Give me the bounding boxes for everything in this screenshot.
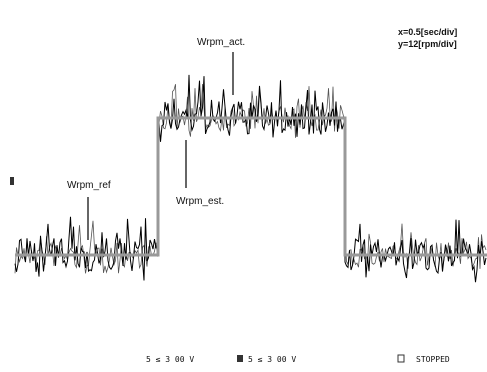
y-scale: y=12[rpm/div] xyxy=(398,39,457,49)
state-icon xyxy=(398,355,404,362)
channel-1: 5 ≤ 3 00 V xyxy=(146,355,194,364)
channel-icon xyxy=(237,355,243,362)
marker xyxy=(10,177,14,185)
oscilloscope-screen: Wrpm_act. Wrpm_ref Wrpm_est. x=0.5[sec/d… xyxy=(0,0,487,372)
label-ref: Wrpm_ref xyxy=(67,180,111,191)
x-scale: x=0.5[sec/div] xyxy=(398,27,457,37)
page: {"annotations": {"actual": "Wrpm_act.", … xyxy=(0,0,487,372)
run-state: STOPPED xyxy=(416,355,450,364)
label-est: Wrpm_est. xyxy=(176,196,224,207)
trace-act xyxy=(15,75,486,282)
channel-2: 5 ≤ 3 00 V xyxy=(248,355,296,364)
label-act: Wrpm_act. xyxy=(197,37,245,48)
waveforms xyxy=(15,75,487,282)
